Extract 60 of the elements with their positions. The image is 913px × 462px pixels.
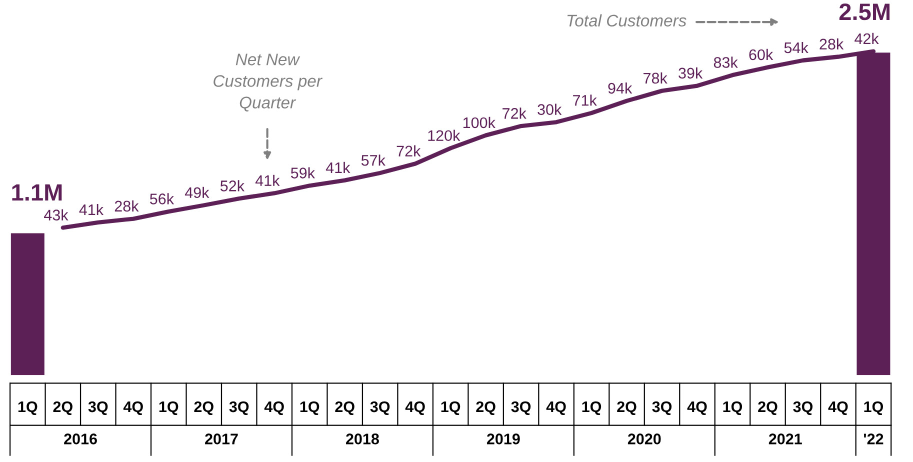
annotation: 71k — [573, 94, 597, 106]
x-tick-label: 2Q — [617, 401, 636, 416]
annotation: 41k — [79, 204, 104, 216]
x-tick-label: 4Q — [687, 401, 707, 416]
x-tick-label: 1Q — [864, 401, 884, 416]
x-tick-label: 3Q — [652, 401, 672, 416]
annotation: 72k — [502, 108, 526, 119]
x-tick-label: 4Q — [405, 401, 425, 416]
x-tick-label: 1Q — [300, 401, 320, 416]
x-tick-label: 2Q — [758, 401, 778, 416]
text: 2021 — [768, 434, 802, 444]
text: 28k — [820, 38, 844, 50]
annotation: 54k — [784, 42, 808, 54]
annotation: 78k — [644, 72, 668, 84]
annotation: 59k — [290, 167, 315, 178]
text: Total Customers — [567, 14, 686, 27]
x-tick-label: 4Q — [264, 401, 284, 416]
x-tick-label: 2Q — [476, 401, 496, 416]
x-tick-label: 3Q — [793, 401, 813, 416]
x-tick-label: 1Q — [18, 401, 38, 416]
text: 2019 — [486, 434, 520, 444]
data-label: 1.1M — [12, 184, 62, 201]
x-tick-label: 3Q — [229, 401, 249, 416]
annotation: 41k — [255, 174, 280, 186]
text: 42k — [854, 32, 879, 44]
x-tick-label: 4Q — [828, 401, 848, 416]
x-tick-label: 1Q — [159, 401, 178, 416]
annotation: 43k — [44, 209, 68, 220]
x-tick-label: 1Q — [582, 401, 602, 416]
annotation: 60k — [749, 48, 774, 60]
annotation: 52k — [220, 180, 245, 192]
annotation: 56k — [150, 193, 174, 204]
x-tick-label: 3Q — [370, 401, 390, 416]
annotation: 57k — [361, 154, 386, 166]
annotation: 72k — [396, 145, 421, 156]
text: 2017 — [205, 434, 238, 444]
annotation: 49k — [184, 186, 210, 198]
annotation: 83k — [714, 56, 738, 68]
annotation: Net New Customers per Quarter — [214, 54, 323, 112]
annotation: 100k — [463, 116, 496, 128]
text: 2020 — [628, 434, 661, 444]
annotation: 39k — [678, 67, 703, 79]
x-tick-label: 3Q — [511, 401, 531, 416]
text: 2016 — [64, 434, 97, 444]
text: '22 — [864, 434, 884, 444]
annotation: 28k — [114, 200, 139, 212]
annotation: 30k — [538, 104, 562, 115]
x-tick-label: 2Q — [335, 401, 354, 416]
data-label: 2.5M — [839, 3, 890, 20]
x-tick-label: 1Q — [441, 401, 460, 416]
annotation: 41k — [326, 162, 350, 174]
annotation: 94k — [608, 82, 632, 94]
x-tick-label: 2Q — [53, 401, 72, 416]
x-tick-label: 3Q — [88, 401, 108, 416]
x-tick-label: 4Q — [123, 401, 143, 416]
x-tick-label: 1Q — [723, 401, 742, 416]
annotation: 120k — [428, 130, 460, 142]
x-tick-label: 4Q — [546, 401, 566, 416]
text: 2018 — [346, 434, 379, 444]
x-tick-label: 2Q — [194, 401, 214, 416]
